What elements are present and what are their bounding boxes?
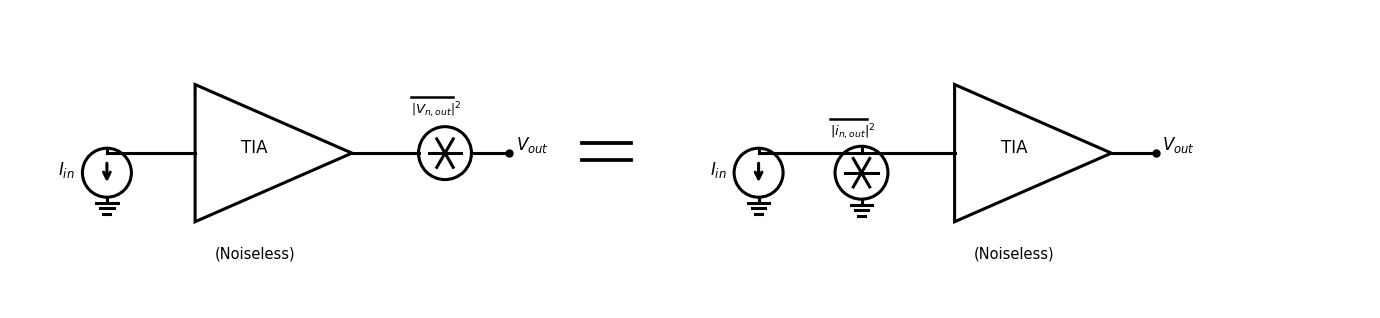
Text: (Noiseless): (Noiseless) <box>214 246 295 261</box>
Text: $V_{out}$: $V_{out}$ <box>516 135 548 155</box>
Text: TIA: TIA <box>1000 139 1028 157</box>
Text: TIA: TIA <box>241 139 268 157</box>
Text: (Noiseless): (Noiseless) <box>974 246 1054 261</box>
Text: $\left|V_{n,out}\right|^2$: $\left|V_{n,out}\right|^2$ <box>411 100 461 120</box>
Text: $I_{in}$: $I_{in}$ <box>709 160 726 180</box>
Text: $I_{in}$: $I_{in}$ <box>58 160 75 180</box>
Text: $\left|i_{n,out}\right|^2$: $\left|i_{n,out}\right|^2$ <box>831 122 876 142</box>
Text: $V_{out}$: $V_{out}$ <box>1162 135 1195 155</box>
